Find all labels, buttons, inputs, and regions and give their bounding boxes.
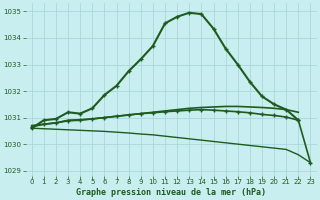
X-axis label: Graphe pression niveau de la mer (hPa): Graphe pression niveau de la mer (hPa): [76, 188, 266, 197]
